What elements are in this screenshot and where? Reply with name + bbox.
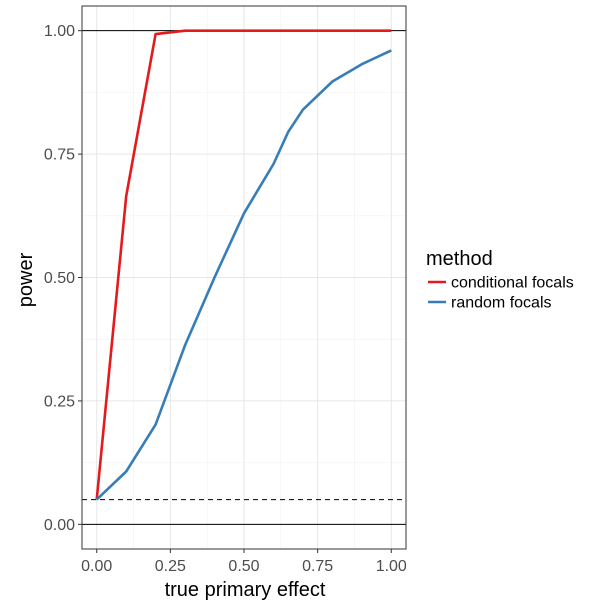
y-axis-title: power: [15, 252, 37, 307]
x-tick-label: 0.25: [155, 558, 186, 575]
y-tick-label: 1.00: [44, 23, 75, 40]
y-tick-label: 0.00: [44, 517, 75, 534]
x-tick-label: 1.00: [376, 558, 407, 575]
y-tick-label: 0.50: [44, 270, 75, 287]
legend: method conditional focals random focals: [426, 248, 574, 312]
legend-label: conditional focals: [451, 275, 574, 292]
legend-title: method: [426, 248, 493, 270]
x-axis-ticks: 0.00 0.25 0.50 0.75 1.00: [81, 549, 407, 575]
x-tick-label: 0.00: [81, 558, 112, 575]
legend-label: random focals: [451, 295, 552, 312]
series-line-random-focals: [95, 49, 392, 501]
x-tick-label: 0.75: [302, 558, 333, 575]
grid-lines: [82, 6, 406, 549]
x-tick-label: 0.50: [228, 558, 259, 575]
y-tick-label: 0.25: [44, 393, 75, 410]
series-line-conditional-focals: [95, 29, 392, 500]
x-axis-title: true primary effect: [165, 579, 326, 601]
series-lines: [95, 29, 392, 501]
y-axis-ticks: 0.00 0.25 0.50 0.75 1.00: [44, 23, 82, 534]
y-tick-label: 0.75: [44, 147, 75, 164]
